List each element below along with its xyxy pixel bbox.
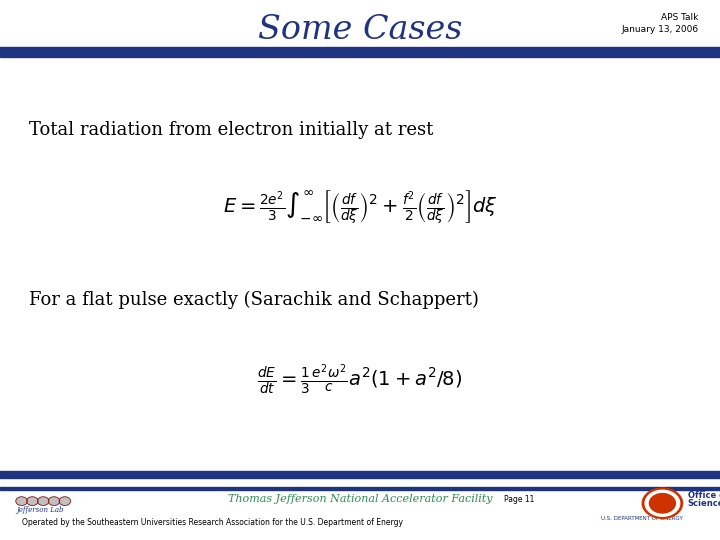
Text: Operated by the Southeastern Universities Research Association for the U.S. Depa: Operated by the Southeastern Universitie… <box>22 518 402 526</box>
Circle shape <box>645 490 680 516</box>
Circle shape <box>642 488 683 518</box>
Text: For a flat pulse exactly (Sarachik and Schappert): For a flat pulse exactly (Sarachik and S… <box>29 291 479 309</box>
Bar <box>0 471 720 478</box>
Circle shape <box>16 497 27 505</box>
Text: $E = \frac{2e^2}{3} \int_{-\infty}^{\infty} \left[ \left(\frac{df}{d\xi}\right)^: $E = \frac{2e^2}{3} \int_{-\infty}^{\inf… <box>222 189 498 227</box>
Text: APS Talk: APS Talk <box>661 13 698 22</box>
Circle shape <box>37 497 49 505</box>
Bar <box>0 47 720 57</box>
Text: Office of: Office of <box>688 491 720 500</box>
Text: Total radiation from electron initially at rest: Total radiation from electron initially … <box>29 120 433 139</box>
Text: $\frac{dE}{dt} = \frac{1}{3} \frac{e^2 \omega^2}{c} a^2 \left(1 + a^2/8\right)$: $\frac{dE}{dt} = \frac{1}{3} \frac{e^2 \… <box>257 363 463 399</box>
Text: Some Cases: Some Cases <box>258 14 462 46</box>
Circle shape <box>59 497 71 505</box>
Text: Science: Science <box>688 499 720 508</box>
Circle shape <box>649 494 675 513</box>
Text: Page 11: Page 11 <box>504 495 534 504</box>
Circle shape <box>27 497 38 505</box>
Circle shape <box>48 497 60 505</box>
Text: January 13, 2006: January 13, 2006 <box>621 25 698 34</box>
Text: Thomas Jefferson National Accelerator Facility: Thomas Jefferson National Accelerator Fa… <box>228 495 492 504</box>
Bar <box>0 487 720 490</box>
Text: U.S. DEPARTMENT OF ENERGY: U.S. DEPARTMENT OF ENERGY <box>601 516 683 521</box>
Text: Jefferson Lab: Jefferson Lab <box>16 507 63 514</box>
